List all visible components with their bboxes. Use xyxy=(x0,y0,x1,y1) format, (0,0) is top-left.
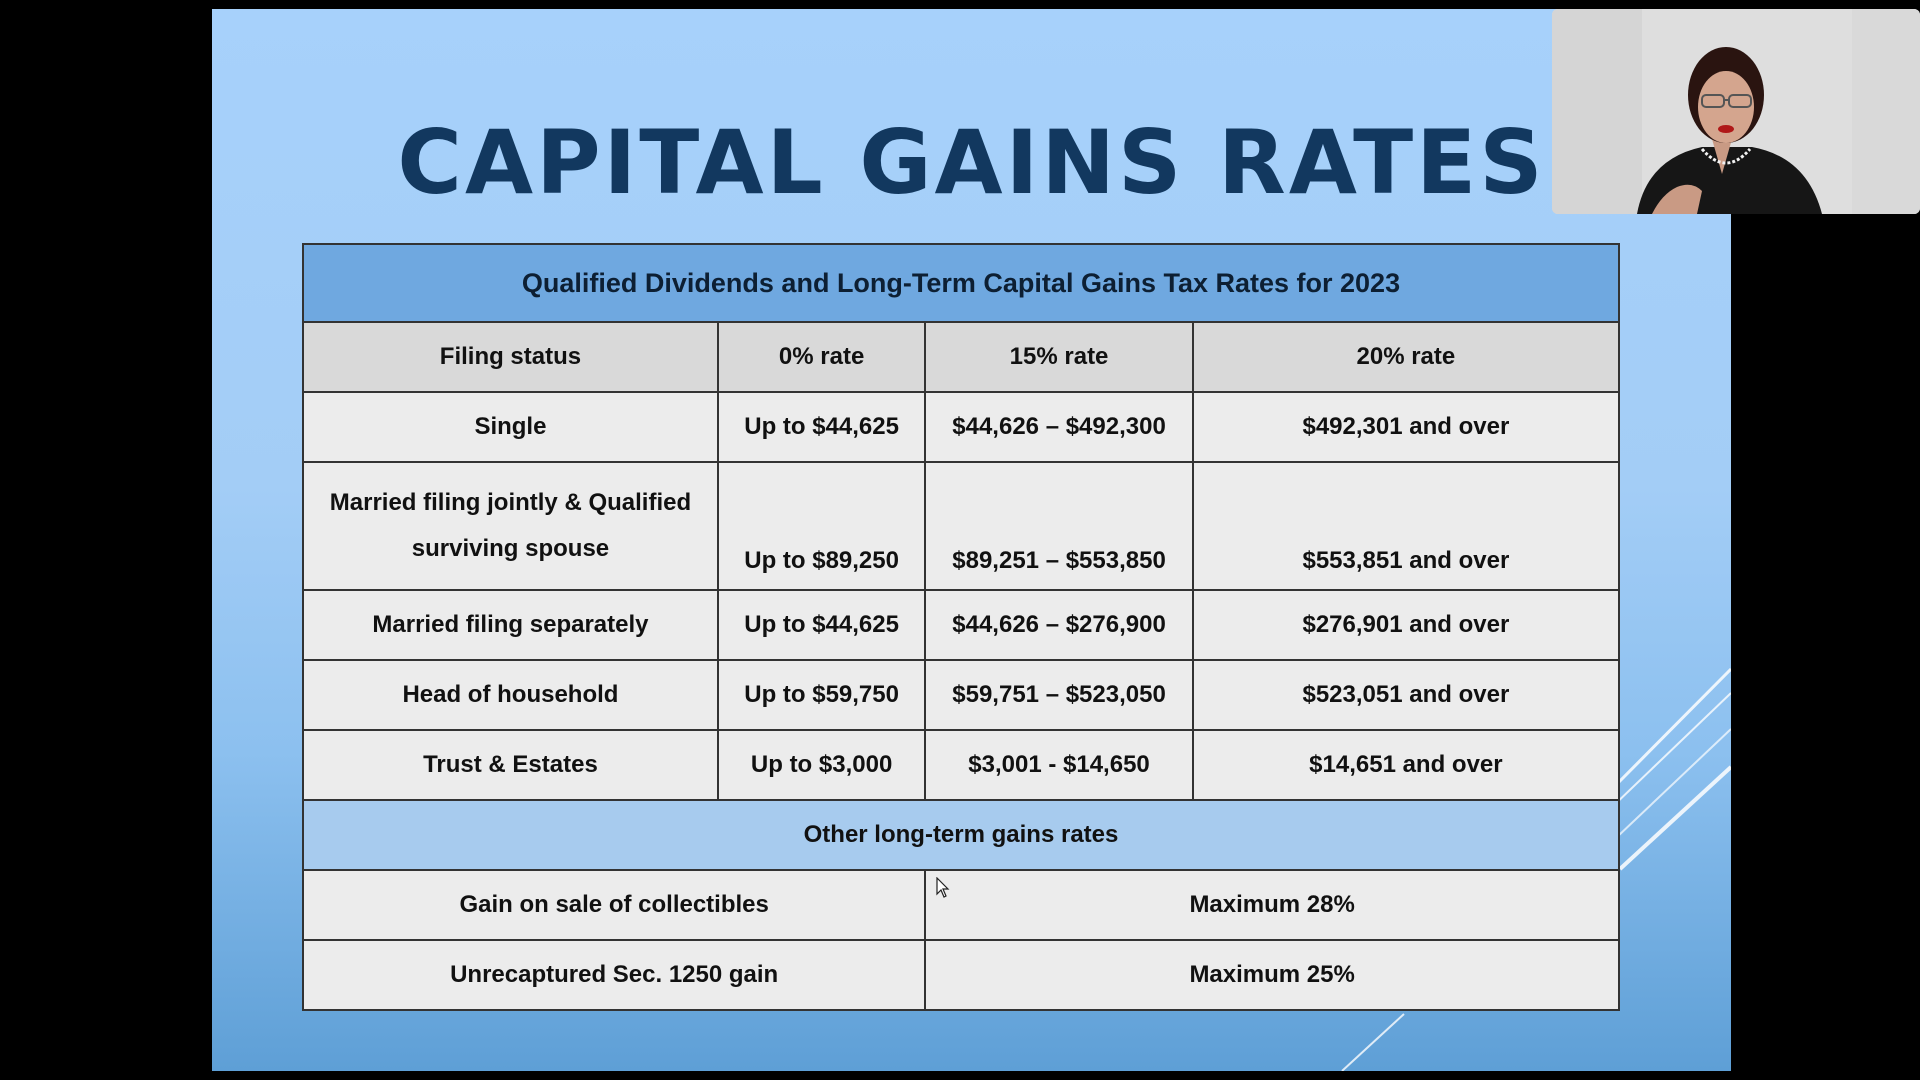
table-caption-row: Qualified Dividends and Long-Term Capita… xyxy=(302,243,1620,323)
zero-rate-cell: Up to $89,250 xyxy=(716,461,927,591)
fifteen-rate-cell: $44,626 – $492,300 xyxy=(924,391,1194,463)
other-rate-value: Maximum 25% xyxy=(924,939,1620,1011)
filing-status-cell: Trust & Estates xyxy=(302,729,719,801)
capital-gains-table: Qualified Dividends and Long-Term Capita… xyxy=(301,243,1621,1011)
filing-status-cell: Married filing jointly & Qualified survi… xyxy=(302,461,719,591)
twenty-rate-cell: $276,901 and over xyxy=(1191,589,1621,661)
fifteen-rate-cell: $59,751 – $523,050 xyxy=(924,659,1194,731)
other-rate-value: Maximum 28% xyxy=(924,869,1620,941)
other-rate-label: Gain on sale of collectibles xyxy=(301,869,927,941)
twenty-rate-cell: $553,851 and over xyxy=(1191,461,1621,591)
header-20-rate: 20% rate xyxy=(1191,321,1621,393)
header-0-rate: 0% rate xyxy=(716,321,927,393)
zero-rate-cell: Up to $3,000 xyxy=(716,729,927,801)
twenty-rate-cell: $492,301 and over xyxy=(1191,391,1621,463)
table-row: Head of household Up to $59,750 $59,751 … xyxy=(302,659,1621,731)
table-header-row: Filing status 0% rate 15% rate 20% rate xyxy=(302,321,1621,393)
table-row: Trust & Estates Up to $3,000 $3,001 - $1… xyxy=(302,729,1621,801)
fifteen-rate-cell: $44,626 – $276,900 xyxy=(924,589,1194,661)
filing-status-cell: Single xyxy=(302,391,719,463)
zero-rate-cell: Up to $44,625 xyxy=(716,589,927,661)
presentation-slide: CAPITAL GAINS RATES Qualified Dividends … xyxy=(212,9,1731,1071)
table-row: Unrecaptured Sec. 1250 gain Maximum 25% xyxy=(301,939,1620,1011)
presenter-webcam-video xyxy=(1552,9,1920,214)
other-rates-caption: Other long-term gains rates xyxy=(302,799,1620,871)
table-caption: Qualified Dividends and Long-Term Capita… xyxy=(302,243,1620,323)
twenty-rate-cell: $523,051 and over xyxy=(1191,659,1621,731)
header-15-rate: 15% rate xyxy=(924,321,1194,393)
fifteen-rate-cell: $89,251 – $553,850 xyxy=(924,461,1194,591)
table-row: Gain on sale of collectibles Maximum 28% xyxy=(301,869,1620,941)
presenter-silhouette xyxy=(1552,9,1920,214)
fifteen-rate-cell: $3,001 - $14,650 xyxy=(924,729,1194,801)
zero-rate-cell: Up to $44,625 xyxy=(716,391,927,463)
other-rate-label: Unrecaptured Sec. 1250 gain xyxy=(301,939,927,1011)
table-row: Married filing separately Up to $44,625 … xyxy=(302,589,1621,661)
other-rates-header-row: Other long-term gains rates xyxy=(302,799,1620,871)
table-row: Single Up to $44,625 $44,626 – $492,300 … xyxy=(302,391,1621,463)
slide-title: CAPITAL GAINS RATES xyxy=(397,111,1546,214)
mouse-pointer-icon xyxy=(936,877,950,898)
filing-status-cell: Married filing separately xyxy=(302,589,719,661)
zero-rate-cell: Up to $59,750 xyxy=(716,659,927,731)
header-filing-status: Filing status xyxy=(302,321,719,393)
table-row: Married filing jointly & Qualified survi… xyxy=(302,461,1621,591)
twenty-rate-cell: $14,651 and over xyxy=(1191,729,1621,801)
filing-status-cell: Head of household xyxy=(302,659,719,731)
